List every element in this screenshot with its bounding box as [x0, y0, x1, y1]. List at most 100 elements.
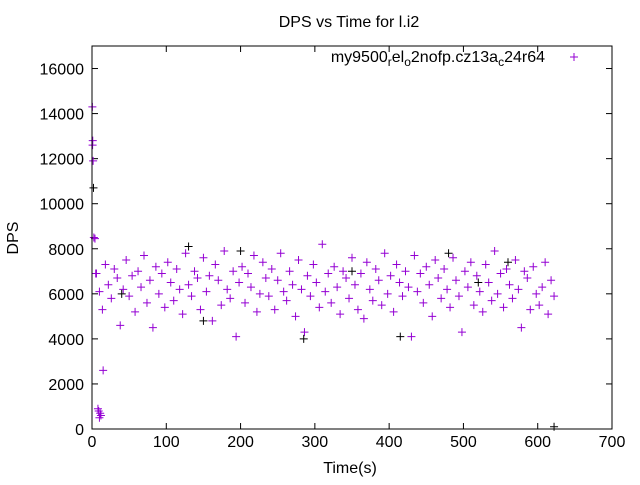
data-point [523, 274, 532, 283]
data-point [172, 265, 181, 274]
data-point [550, 422, 559, 431]
legend-label-part: my9500 [331, 49, 388, 66]
data-point [413, 287, 422, 296]
data-point [95, 287, 104, 296]
data-point [478, 307, 487, 316]
data-point [163, 258, 172, 267]
data-point [95, 413, 104, 422]
data-point [282, 296, 291, 305]
data-point [306, 292, 315, 301]
data-point [273, 276, 282, 285]
data-point [214, 276, 223, 285]
data-point [309, 260, 318, 269]
data-point [469, 301, 478, 310]
data-point [444, 249, 453, 258]
data-point [255, 289, 264, 298]
data-point [98, 305, 107, 314]
x-tick-label: 100 [153, 434, 180, 451]
data-point [276, 249, 285, 258]
data-point [99, 366, 108, 375]
data-point [288, 280, 297, 289]
data-point [398, 292, 407, 301]
x-tick-label: 300 [302, 434, 329, 451]
data-point [484, 278, 493, 287]
data-point [101, 260, 110, 269]
data-point [324, 269, 333, 278]
data-point [261, 274, 270, 283]
data-point [208, 316, 217, 325]
data-point [119, 285, 128, 294]
y-tick-label: 4000 [48, 332, 84, 349]
data-point [157, 269, 166, 278]
data-point [457, 328, 466, 337]
data-point [229, 267, 238, 276]
data-point [330, 262, 339, 271]
data-point [383, 289, 392, 298]
data-point [236, 247, 245, 256]
x-tick-label: 500 [450, 434, 477, 451]
data-point [389, 307, 398, 316]
data-point [249, 251, 258, 260]
data-point [175, 285, 184, 294]
data-point [475, 287, 484, 296]
data-point [526, 305, 535, 314]
data-point [401, 267, 410, 276]
y-tick-label: 12000 [40, 152, 85, 169]
data-point [333, 283, 342, 292]
data-point [514, 285, 523, 294]
legend-label-part: o [404, 55, 411, 69]
data-point [128, 271, 137, 280]
data-point [92, 269, 101, 278]
legend-label-part: el [392, 49, 404, 66]
data-point [199, 316, 208, 325]
legend-marker [570, 53, 578, 61]
data-points [88, 102, 559, 431]
data-point [181, 249, 190, 258]
data-point [238, 262, 247, 271]
data-point [490, 247, 499, 256]
data-point [89, 183, 98, 192]
x-tick-label: 200 [227, 434, 254, 451]
data-point [437, 294, 446, 303]
data-point [151, 262, 160, 271]
data-point [142, 298, 151, 307]
data-point [160, 303, 169, 312]
data-point [466, 258, 475, 267]
legend-label-part: c [498, 55, 504, 69]
y-tick-label: 16000 [40, 62, 85, 79]
data-point [446, 303, 455, 312]
data-point [547, 276, 556, 285]
data-point [541, 258, 550, 267]
data-point [356, 269, 365, 278]
data-point [404, 283, 413, 292]
data-point [431, 256, 440, 265]
data-point [472, 271, 481, 280]
data-point [291, 312, 300, 321]
data-point [463, 283, 472, 292]
x-tick-label: 400 [376, 434, 403, 451]
data-point [178, 310, 187, 319]
data-point [496, 269, 505, 278]
y-tick-label: 0 [75, 422, 84, 439]
data-point [449, 253, 458, 262]
data-point [297, 285, 306, 294]
x-tick-label: 600 [524, 434, 551, 451]
data-point [342, 274, 351, 283]
data-point [505, 280, 514, 289]
legend-marker-plus [570, 53, 578, 61]
data-point [550, 292, 559, 301]
data-point [140, 251, 148, 260]
y-tick-label: 10000 [40, 197, 85, 214]
data-point [285, 267, 294, 276]
data-point [217, 301, 226, 310]
data-point [416, 269, 425, 278]
data-point [226, 294, 235, 303]
data-point [303, 271, 312, 280]
data-point [345, 294, 354, 303]
data-point [452, 276, 460, 285]
y-tick-label: 14000 [40, 107, 85, 124]
data-point [407, 332, 416, 341]
legend-label: my9500relo2nofp.cz13ac24r64 [331, 49, 545, 69]
data-point [154, 289, 163, 298]
legend-label-part: 24r64 [504, 49, 545, 66]
